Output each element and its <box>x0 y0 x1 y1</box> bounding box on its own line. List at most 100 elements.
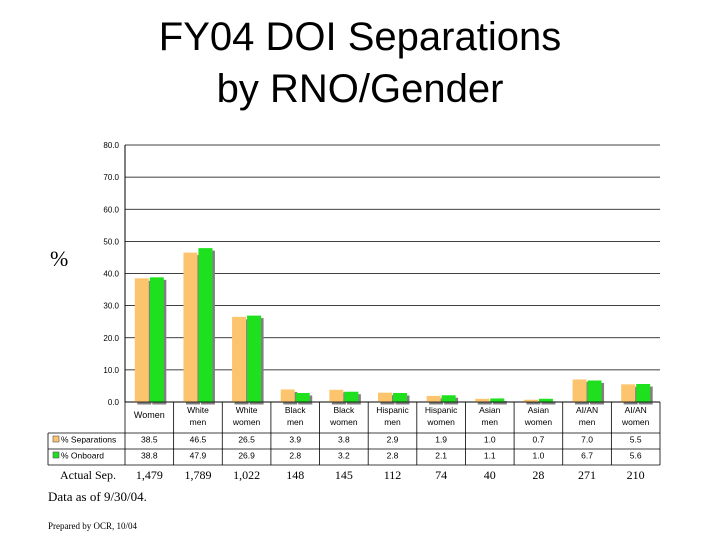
actual-sep-label: Actual Sep. <box>60 468 116 482</box>
bar-separations <box>426 395 441 402</box>
category-label: women <box>232 417 261 427</box>
category-label: men <box>190 417 207 427</box>
bar-onboard <box>587 380 602 402</box>
bar-onboard <box>636 384 651 402</box>
bar-onboard <box>295 393 310 402</box>
data-table-value: 5.6 <box>630 451 642 461</box>
data-table-value: 6.7 <box>581 451 593 461</box>
actual-sep-value: 40 <box>484 468 496 482</box>
bar-separations <box>232 316 247 402</box>
actual-sep-value: 210 <box>627 468 645 482</box>
prepared-by-note: Prepared by OCR, 10/04 <box>48 521 137 531</box>
data-table-value: 3.8 <box>338 435 350 445</box>
bar-separations <box>329 389 344 402</box>
data-table-value: 3.2 <box>338 451 350 461</box>
y-tick-label: 80.0 <box>103 141 119 150</box>
actual-sep-value: 1,479 <box>136 468 163 482</box>
category-label: women <box>329 417 358 427</box>
data-table-value: 38.8 <box>141 451 158 461</box>
data-table-value: 26.9 <box>238 451 255 461</box>
category-label: Black <box>285 405 307 415</box>
bar-onboard <box>149 277 164 402</box>
category-label: women <box>621 417 650 427</box>
data-table-value: 3.9 <box>289 435 301 445</box>
data-table-value: 7.0 <box>581 435 593 445</box>
bar-separations <box>280 389 295 402</box>
category-label: men <box>287 417 304 427</box>
category-label: men <box>384 417 401 427</box>
actual-sep-value: 28 <box>532 468 544 482</box>
category-label: men <box>579 417 596 427</box>
actual-sep-value: 1,022 <box>233 468 260 482</box>
y-tick-label: 40.0 <box>103 270 119 279</box>
category-label: White <box>236 405 258 415</box>
legend-swatch <box>52 451 60 459</box>
data-table-value: 38.5 <box>141 435 158 445</box>
data-table-value: 46.5 <box>190 435 207 445</box>
data-as-of-note: Data as of 9/30/04. <box>48 489 147 504</box>
actual-sep-value: 148 <box>286 468 304 482</box>
data-table-value: 47.9 <box>190 451 207 461</box>
actual-sep-value: 271 <box>578 468 596 482</box>
actual-sep-value: 145 <box>335 468 353 482</box>
bar-onboard <box>344 391 359 402</box>
data-table-value: 2.8 <box>387 451 399 461</box>
legend-swatch <box>52 435 60 443</box>
bar-shadow <box>541 401 556 405</box>
bar-onboard <box>198 248 213 402</box>
bar-onboard <box>247 315 262 402</box>
category-label: women <box>524 417 553 427</box>
data-table-value: 1.1 <box>484 451 496 461</box>
category-label: AI/AN <box>625 405 647 415</box>
bar-separations <box>183 252 198 402</box>
y-axis-unit-label: % <box>50 246 69 271</box>
category-label: Asian <box>528 405 550 415</box>
actual-sep-value: 74 <box>435 468 447 482</box>
data-table-value: 2.9 <box>387 435 399 445</box>
y-tick-label: 60.0 <box>103 205 119 214</box>
y-tick-label: 20.0 <box>103 334 119 343</box>
category-label: White <box>187 405 209 415</box>
data-table-value: 2.8 <box>289 451 301 461</box>
category-label: Black <box>333 405 355 415</box>
category-label: Women <box>134 410 165 420</box>
data-table-value: 1.0 <box>484 435 496 445</box>
category-label: AI/AN <box>576 405 598 415</box>
category-label: women <box>426 417 455 427</box>
bar-shadow <box>526 402 541 405</box>
data-table-value: 1.0 <box>532 451 544 461</box>
category-label: Asian <box>479 405 501 415</box>
data-table-value: 0.7 <box>532 435 544 445</box>
category-label: Hispanic <box>425 405 458 415</box>
bar-onboard <box>538 398 553 402</box>
bar-onboard <box>441 395 456 402</box>
data-table-value: 26.5 <box>238 435 255 445</box>
bar-shadow <box>477 401 492 405</box>
bar-separations <box>378 392 392 402</box>
y-tick-label: 0.0 <box>108 398 120 407</box>
y-tick-label: 10.0 <box>103 366 119 375</box>
bar-shadow <box>492 400 507 405</box>
y-tick-label: 70.0 <box>103 173 119 182</box>
y-tick-label: 50.0 <box>103 237 119 246</box>
actual-sep-value: 1,789 <box>184 468 211 482</box>
data-table-value: 5.5 <box>630 435 642 445</box>
bar-separations <box>572 379 587 402</box>
legend-label: % Separations <box>61 435 116 445</box>
y-tick-label: 30.0 <box>103 302 119 311</box>
data-table-value: 1.9 <box>435 435 447 445</box>
actual-sep-value: 112 <box>384 468 402 482</box>
bar-separations <box>475 398 490 402</box>
data-table-value: 2.1 <box>435 451 447 461</box>
bar-onboard <box>393 393 407 402</box>
bar-separations <box>134 278 149 402</box>
bar-separations <box>621 384 636 402</box>
legend-label: % Onboard <box>61 451 104 461</box>
bar-separations <box>523 399 538 402</box>
bar-onboard <box>490 398 505 402</box>
chart-title-line-1: FY04 DOI Separations <box>158 15 562 59</box>
category-label: Hispanic <box>376 405 409 415</box>
chart-title-line-2: by RNO/Gender <box>216 67 504 111</box>
category-label: men <box>481 417 498 427</box>
